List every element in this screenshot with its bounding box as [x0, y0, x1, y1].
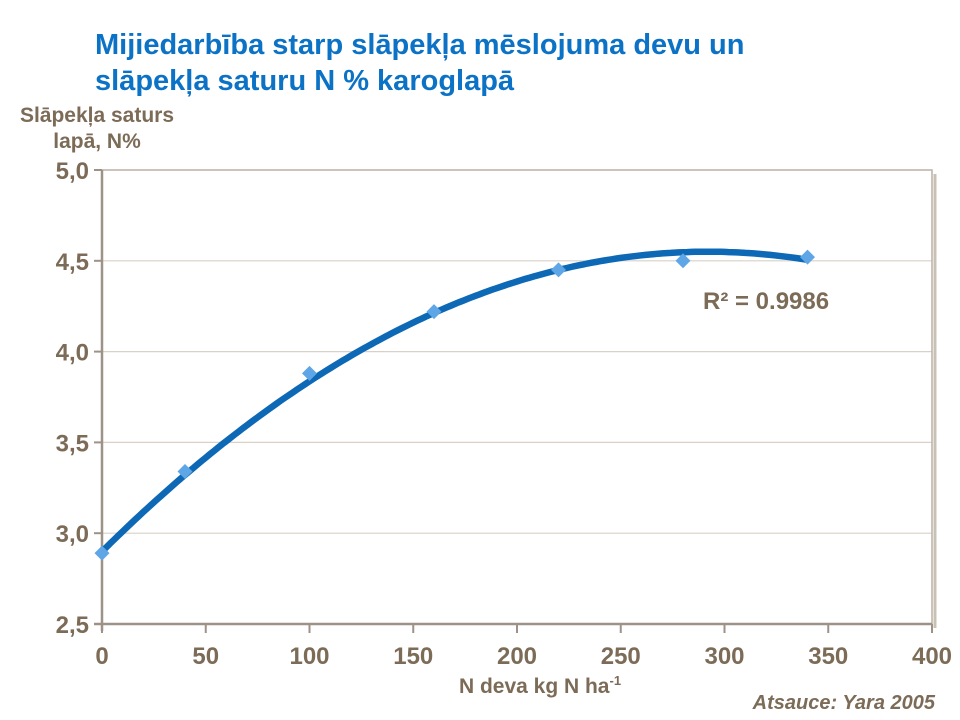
- chart-title-line2: slāpekļa saturu N % karoglapā: [95, 65, 515, 97]
- trend-curve: [98, 248, 811, 555]
- y-tick-label: 2,5: [56, 612, 89, 639]
- chart-title-line1: Mijiedarbība starp slāpekļa mēslojuma de…: [95, 29, 745, 61]
- x-tick-label: 50: [192, 643, 219, 670]
- r-squared-label: R² = 0.9986: [703, 288, 830, 315]
- x-tick-label: 200: [497, 643, 537, 670]
- y-axis-title: Slāpekļa saturs lapā, N%: [6, 103, 188, 155]
- source-attribution: Atsauce: Yara 2005: [752, 692, 935, 714]
- y-tick-label: 3,5: [56, 430, 89, 457]
- y-axis-title-line2: lapā, N%: [53, 130, 141, 153]
- x-tick-label: 300: [704, 643, 744, 670]
- x-tick-label: 400: [912, 643, 952, 670]
- data-point-marker: [94, 545, 110, 561]
- x-tick-label: 150: [393, 643, 433, 670]
- y-tick-label: 4,0: [56, 340, 89, 367]
- y-tick-label: 3,0: [56, 521, 89, 548]
- data-point-marker: [426, 304, 442, 320]
- x-axis-title-exponent: -1: [609, 673, 622, 688]
- data-point-marker: [177, 463, 193, 479]
- y-tick-label: 4,5: [56, 249, 89, 276]
- x-tick-label: 100: [289, 643, 329, 670]
- y-tick-label: 5,0: [56, 158, 89, 185]
- x-axis-title: N deva kg N ha-1: [350, 673, 730, 699]
- y-axis-title-line1: Slāpekļa saturs: [19, 104, 175, 127]
- x-tick-label: 350: [808, 643, 848, 670]
- x-tick-label: 250: [601, 643, 641, 670]
- data-point-marker: [551, 262, 566, 278]
- x-axis-title-text: N deva kg N ha: [458, 675, 610, 698]
- chart-title: Mijiedarbība starp slāpekļa mēslojuma de…: [95, 27, 744, 99]
- data-point-marker: [302, 365, 317, 381]
- data-point-marker: [800, 249, 815, 265]
- data-point-marker: [675, 253, 691, 269]
- x-tick-label: 0: [95, 643, 108, 670]
- plot-border: [101, 169, 933, 625]
